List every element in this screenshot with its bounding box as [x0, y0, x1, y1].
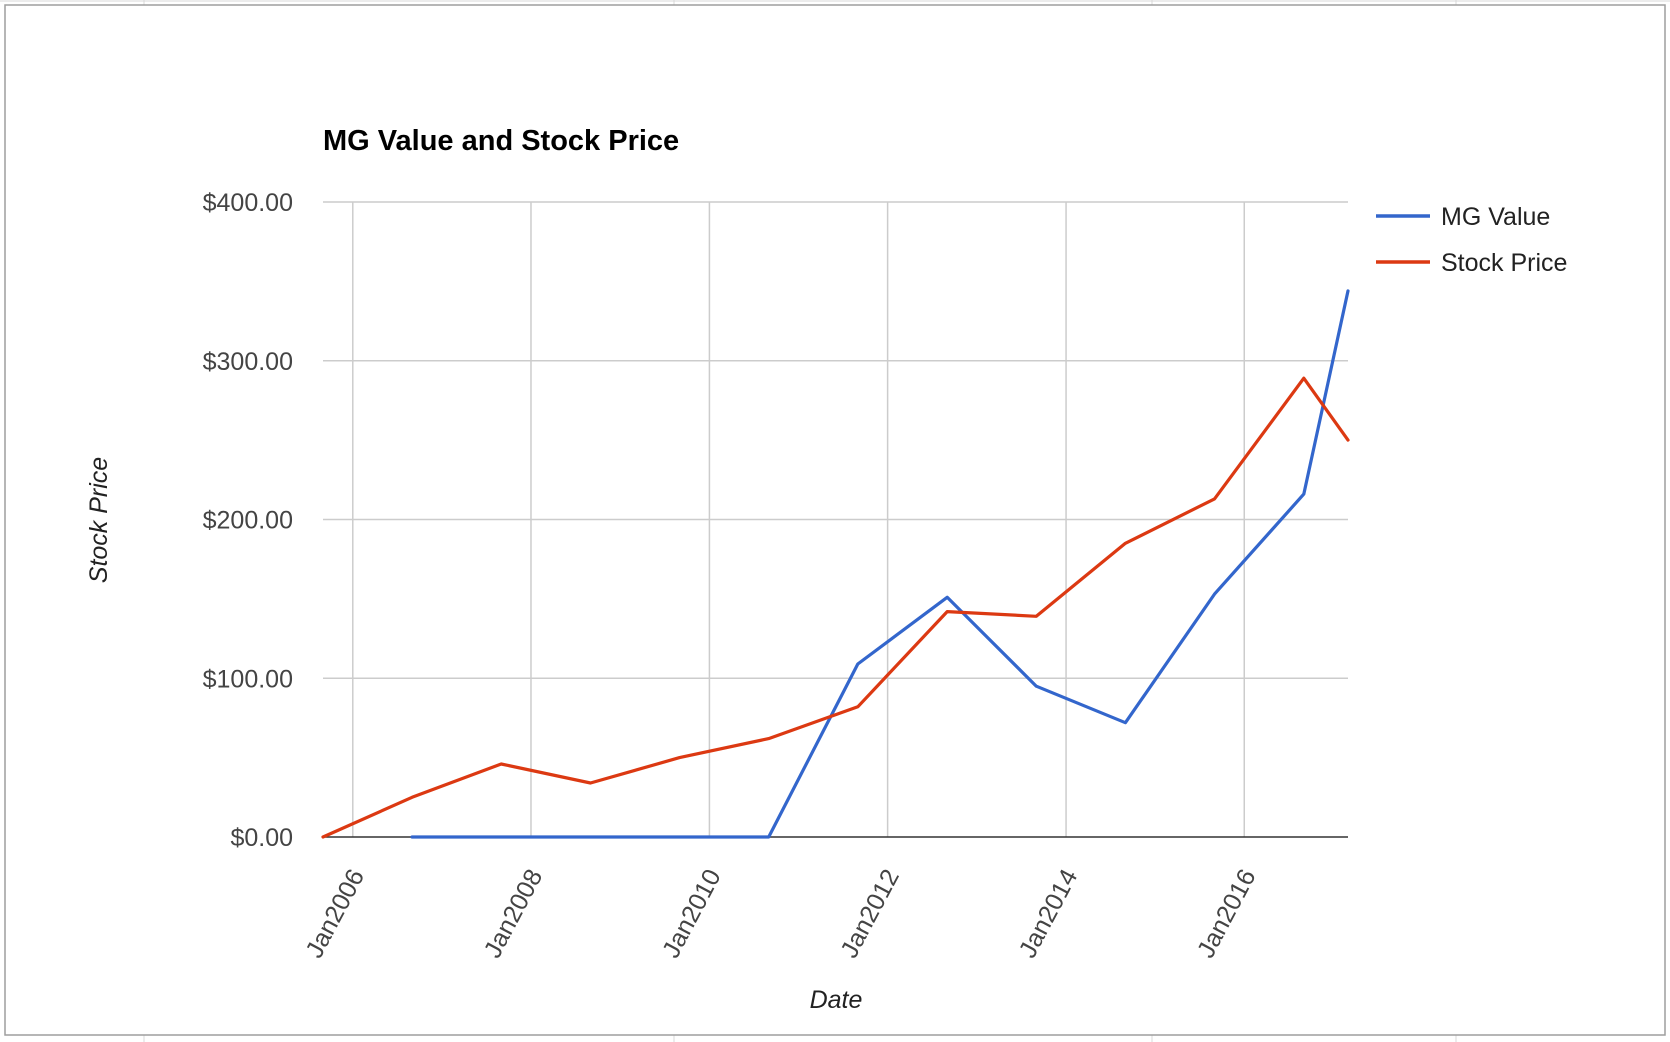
plot-gridlines [323, 201, 1348, 837]
x-axis-title: Date [810, 986, 863, 1014]
chart-legend: MG Value Stock Price [1376, 203, 1567, 277]
chart-title: MG Value and Stock Price [323, 125, 679, 157]
series-line-stock-price[interactable] [321, 376, 1350, 839]
y-tick-label: $400.00 [203, 189, 293, 217]
y-tick-label: $300.00 [203, 348, 293, 376]
series-line-mg-value[interactable] [410, 289, 1350, 839]
y-tick-label: $0.00 [230, 824, 293, 852]
y-axis-title: Stock Price [85, 457, 113, 583]
y-tick-label: $200.00 [203, 507, 293, 535]
y-axis-ticks: $0.00 $100.00 $200.00 $300.00 $400.00 [203, 189, 293, 852]
y-tick-label: $100.00 [203, 665, 293, 693]
chart-frame[interactable] [4, 4, 1666, 1036]
series-lines [321, 289, 1350, 839]
legend-label-mg-value: MG Value [1441, 203, 1550, 231]
legend-label-stock-price: Stock Price [1441, 249, 1567, 277]
